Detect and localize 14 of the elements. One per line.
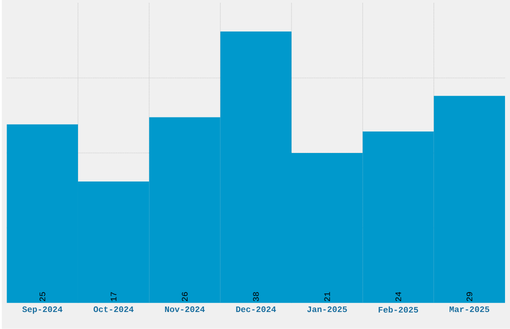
x-tick-label: Sep-2024: [22, 306, 62, 314]
data-label: 24: [395, 292, 402, 302]
data-label: 21: [324, 292, 330, 302]
data-label: 17: [110, 292, 116, 302]
x-tick-label: Feb-2025: [378, 306, 418, 313]
data-label: 29: [466, 292, 472, 302]
data-label: 26: [182, 292, 188, 302]
x-tick-label: Nov-2024: [165, 306, 205, 312]
x-tick-label: Jan-2025: [307, 306, 347, 312]
x-tick-label: Dec-2024: [236, 306, 276, 312]
x-tick-label: Mar-2025: [450, 306, 490, 312]
data-label: 25: [40, 292, 46, 302]
x-tick-label: Oct-2024: [94, 306, 134, 312]
data-label: 38: [253, 292, 259, 302]
